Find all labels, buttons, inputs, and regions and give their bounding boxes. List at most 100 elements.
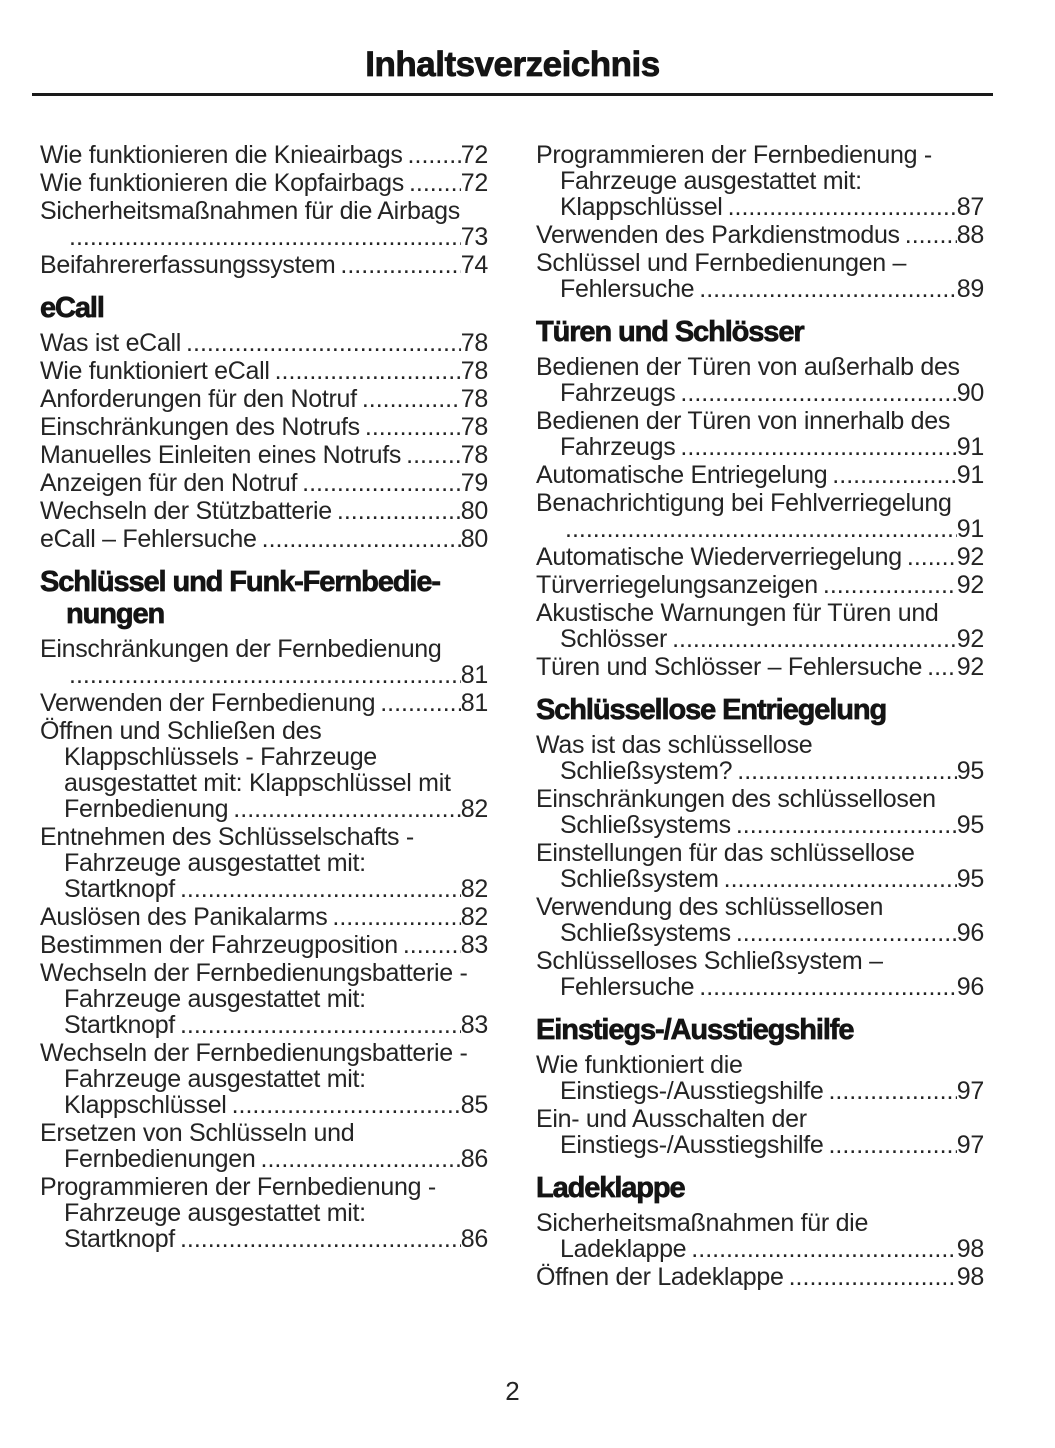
toc-entry: Wie funktionieren die Knieairbags 72 — [40, 142, 488, 168]
toc-entry: Was ist eCall 78 — [40, 330, 488, 356]
toc-entry: Sicherheitsmaßnahmen für die Airbags73 — [40, 198, 488, 250]
toc-entry: Anzeigen für den Notruf 79 — [40, 470, 488, 496]
toc-entry-line: Verwenden des Parkdienstmodus 88 — [536, 222, 984, 248]
toc-entry-text: Fernbedienungen — [64, 1145, 256, 1173]
toc-entry-line: Schließsystems 95 — [536, 812, 984, 838]
toc-entry-line: Manuelles Einleiten eines Notrufs 78 — [40, 442, 488, 468]
dot-leader — [227, 1092, 461, 1118]
toc-entry-line: Verwendung des schlüssellosen — [536, 893, 884, 921]
toc-entry-line: Wie funktionieren die Knieairbags 72 — [40, 142, 488, 168]
section-heading: Einstiegs-/Ausstiegshilfe — [536, 1014, 984, 1047]
toc-entry-line: Fahrzeuge ausgestattet mit: — [64, 1065, 366, 1093]
toc-entry-line: Einstiegs-/Ausstiegshilfe 97 — [536, 1132, 984, 1158]
section-heading-line: Türen und Schlösser — [536, 316, 805, 349]
toc-entry-text: Wie funktioniert eCall — [40, 357, 270, 385]
toc-entry-text: Ladeklappe — [560, 1235, 687, 1263]
toc-entry-line: Fahrzeuge ausgestattet mit: — [64, 849, 366, 877]
toc-entry: Verwendung des schlüssellosen Schließsyst… — [536, 894, 984, 946]
toc-entry: Schlüsselloses Schließsystem – Fehlersuch… — [536, 948, 984, 1000]
page-footer: 2 — [32, 1376, 993, 1406]
toc-entry: Akustische Warnungen für Türen und Schlös… — [536, 600, 984, 652]
toc-entry-line: Klappschlüssel 87 — [536, 194, 984, 220]
dot-leader — [675, 434, 956, 460]
toc-entry-line: Bestimmen der Fahrzeugposition 83 — [40, 932, 488, 958]
toc-entry-line: Schlösser 92 — [536, 626, 984, 652]
toc-entry-line: 91 — [536, 516, 985, 542]
toc-entry-text: Wie funktionieren die Kopfairbags — [40, 169, 404, 197]
toc-entry-line: Wie funktioniert eCall 78 — [40, 358, 488, 384]
toc-entry-text: Schließsystems — [560, 919, 731, 947]
toc-entry-line: Schlüssel und Fernbedienungen – — [536, 249, 907, 277]
toc-page-ref: 96 — [956, 973, 985, 1001]
dot-leader — [335, 252, 460, 278]
toc-entry-text: Verwenden der Fernbedienung — [40, 689, 376, 717]
dot-leader — [64, 224, 461, 250]
section-heading-line: Schlüssel und Funk-Fernbedie- — [40, 566, 442, 599]
section-heading-line: Ladeklappe — [536, 1172, 686, 1205]
toc-entry-text: Fahrzeugs — [560, 433, 676, 461]
section-heading-line: Einstiegs-/Ausstiegshilfe — [536, 1014, 855, 1047]
toc-page-ref: 87 — [956, 193, 985, 221]
toc-entry: Bedienen der Türen von innerhalb des Fahr… — [536, 408, 984, 460]
toc-entry-line: Wie funktionieren die Kopfairbags 72 — [40, 170, 488, 196]
toc-entry-line: Einschränkungen der Fernbedienung — [40, 635, 442, 663]
toc-page-ref: 95 — [956, 811, 985, 839]
toc-entry-line: Schließsystem 95 — [536, 866, 984, 892]
toc-entry: Beifahrererfassungssystem 74 — [40, 252, 488, 278]
section-heading: eCall — [40, 292, 488, 325]
toc-entry-line: Was ist das schlüssellose — [536, 731, 813, 759]
toc-column: Wie funktionieren die Knieairbags72Wie f… — [40, 142, 489, 1292]
toc-page-ref: 80 — [460, 525, 489, 553]
dot-leader — [357, 386, 461, 412]
toc-entry-line: Schlüsselloses Schließsystem – — [536, 947, 883, 975]
dot-leader — [827, 462, 956, 488]
toc-column: Programmieren der Fernbedienung - Fahrzeu… — [536, 142, 985, 1292]
toc-page-ref: 86 — [460, 1145, 489, 1173]
dot-leader — [270, 358, 461, 384]
toc-entry-line: Anforderungen für den Notruf 78 — [40, 386, 488, 412]
toc-entry-text: Fehlersuche — [560, 275, 695, 303]
toc-page-ref: 78 — [460, 385, 489, 413]
toc-page-ref: 72 — [460, 169, 489, 197]
toc-entry-line: Wie funktioniert die — [536, 1051, 743, 1079]
toc-entry-line: Schließsystems 96 — [536, 920, 984, 946]
toc-entry: Programmieren der Fernbedienung - Fahrzeu… — [536, 142, 984, 220]
toc-page-ref: 79 — [460, 469, 489, 497]
toc-entry-line: Ein- und Ausschalten der — [536, 1105, 807, 1133]
toc-page-ref: 80 — [460, 497, 489, 525]
toc-entry: Benachrichtigung bei Fehlverriegelung91 — [536, 490, 984, 542]
section-heading: Schlüssellose Entriegelung — [536, 694, 984, 727]
toc-entry-text: Schließsystem? — [560, 757, 733, 785]
toc-entry-text: Anzeigen für den Notruf — [40, 469, 298, 497]
dot-leader — [731, 920, 957, 946]
dot-leader — [823, 1132, 956, 1158]
toc-entry-text: Türen und Schlösser – Fehlersuche — [536, 653, 923, 681]
toc-page-ref: 81 — [460, 689, 489, 717]
dot-leader — [900, 222, 957, 248]
toc-page-ref: 92 — [956, 625, 985, 653]
toc-entry-line: Beifahrererfassungssystem 74 — [40, 252, 488, 278]
dot-leader — [667, 626, 957, 652]
toc-entry: Wechseln der Fernbedienungsbatterie - Fah… — [40, 960, 488, 1038]
dot-leader — [404, 170, 461, 196]
toc-entry: Ersetzen von Schlüsseln und Fernbedienung… — [40, 1120, 488, 1172]
toc-entry: Wie funktioniert die Einstiegs-/Ausstiegs… — [536, 1052, 984, 1104]
toc-entry-line: Fernbedienung 82 — [40, 796, 488, 822]
toc-entry-text: Automatische Wiederverriegelung — [536, 543, 902, 571]
toc-page-ref: 86 — [460, 1225, 489, 1253]
toc-entry-line: Einstiegs-/Ausstiegshilfe 97 — [536, 1078, 984, 1104]
dot-leader — [560, 516, 957, 542]
toc-page-ref: 74 — [460, 251, 489, 279]
dot-leader — [719, 866, 957, 892]
toc-entry-line: Bedienen der Türen von innerhalb des — [536, 407, 951, 435]
toc-entry-line: Klappschlüssel 85 — [40, 1092, 488, 1118]
dot-leader — [731, 812, 957, 838]
toc-entry-line: Ladeklappe 98 — [536, 1236, 984, 1262]
dot-leader — [327, 904, 460, 930]
toc-entry-text: Verwenden des Parkdienstmodus — [536, 221, 900, 249]
toc-entry-line: Startknopf 83 — [40, 1012, 488, 1038]
toc-entry-line: Einschränkungen des Notrufs 78 — [40, 414, 488, 440]
toc-entry-line: Verwenden der Fernbedienung 81 — [40, 690, 488, 716]
toc-entry-text: Fehlersuche — [560, 973, 695, 1001]
toc-entry-text: Bestimmen der Fahrzeugposition — [40, 931, 398, 959]
